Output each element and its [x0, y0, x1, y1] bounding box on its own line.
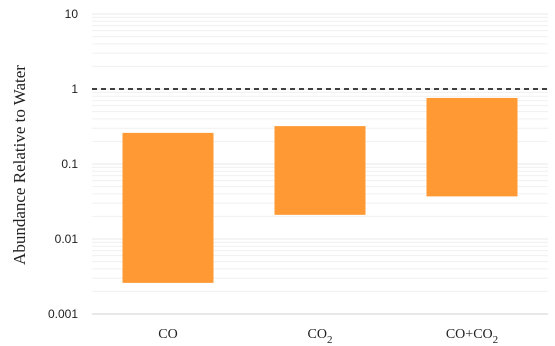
y-tick-label: 0.01	[55, 232, 79, 246]
bar-co2	[274, 126, 366, 215]
x-label-co-co2: CO+CO2	[446, 327, 498, 346]
y-tick-labels: 10 1 0.1 0.01 0.001	[48, 7, 78, 321]
y-tick-label: 0.1	[61, 157, 78, 171]
bar-co	[122, 132, 214, 283]
x-label-co2: CO2	[308, 327, 333, 346]
y-tick-label: 0.001	[48, 307, 78, 321]
x-label-co: CO	[158, 327, 177, 342]
y-tick-label: 10	[65, 7, 79, 21]
x-category-labels: CO CO2 CO+CO2	[158, 327, 498, 346]
bar-co-co2	[426, 97, 518, 197]
bars	[122, 97, 518, 283]
y-tick-label: 1	[71, 82, 78, 96]
y-axis-label: Abundance Relative to Water	[10, 65, 29, 265]
